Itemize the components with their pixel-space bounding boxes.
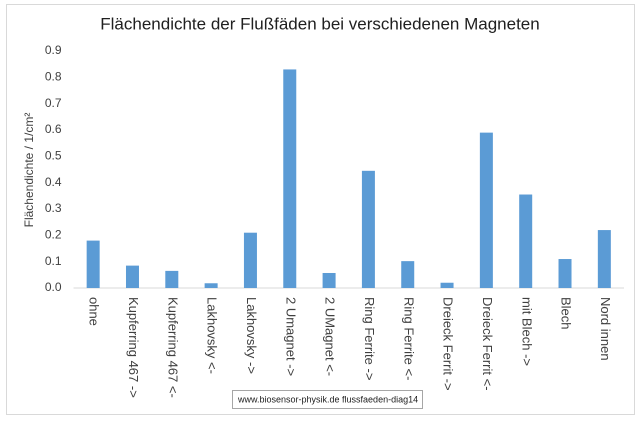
y-tick-label: 0.3 xyxy=(45,201,62,215)
y-tick-label: 0.6 xyxy=(45,122,62,136)
chart-frame xyxy=(6,4,635,415)
bar xyxy=(243,232,257,288)
x-tick-label: 2 Umagnet -> xyxy=(283,297,298,376)
y-tick-label: 0.7 xyxy=(45,96,62,110)
x-tick-label: Ring Ferrite -> xyxy=(362,297,377,380)
annotation-box xyxy=(232,390,423,409)
bar xyxy=(361,170,375,288)
y-tick-label: 0.4 xyxy=(45,175,62,189)
bar xyxy=(440,282,454,288)
x-tick-label: 2 UMagnet <- xyxy=(323,297,338,376)
y-tick-label: 0.0 xyxy=(45,280,62,294)
bar xyxy=(558,259,572,288)
chart-title: Flächendichte der Flußfäden bei verschie… xyxy=(100,14,539,33)
x-tick-label: ohne xyxy=(87,297,102,326)
x-tick-label: Lakhovsky <- xyxy=(205,297,220,374)
x-tick-label: Nord innen xyxy=(598,297,613,361)
bar xyxy=(165,270,179,288)
x-tick-label: Ring Ferrite <- xyxy=(401,297,416,380)
y-axis-label: Flächendichte / 1/cm² xyxy=(22,113,36,228)
y-tick-label: 0.8 xyxy=(45,70,62,84)
x-tick-label: Dreieck Ferrit -> xyxy=(441,297,456,391)
y-tick-label: 0.9 xyxy=(45,43,62,57)
bar xyxy=(519,194,533,288)
bar xyxy=(479,132,493,288)
bar xyxy=(125,265,139,288)
x-tick-label: Kupferring 467 -> xyxy=(126,297,141,398)
x-tick-label: Blech xyxy=(559,297,574,330)
y-tick-label: 0.1 xyxy=(45,254,62,268)
y-tick-label: 0.5 xyxy=(45,149,62,163)
bar xyxy=(597,230,611,288)
y-tick-label: 0.2 xyxy=(45,228,62,242)
x-tick-label: Dreieck Ferrit <- xyxy=(480,297,495,391)
bar xyxy=(86,240,100,288)
bar xyxy=(204,283,218,288)
x-tick-label: mit Blech -> xyxy=(519,297,534,366)
x-tick-label: Lakhovsky -> xyxy=(244,297,259,374)
bar xyxy=(283,69,297,288)
bar xyxy=(322,272,336,288)
annotation: www.biosensor-physik.de flussfaeden-diag… xyxy=(237,394,418,404)
bar xyxy=(401,261,415,288)
x-tick-label: Kupferring 467 <- xyxy=(165,297,180,398)
